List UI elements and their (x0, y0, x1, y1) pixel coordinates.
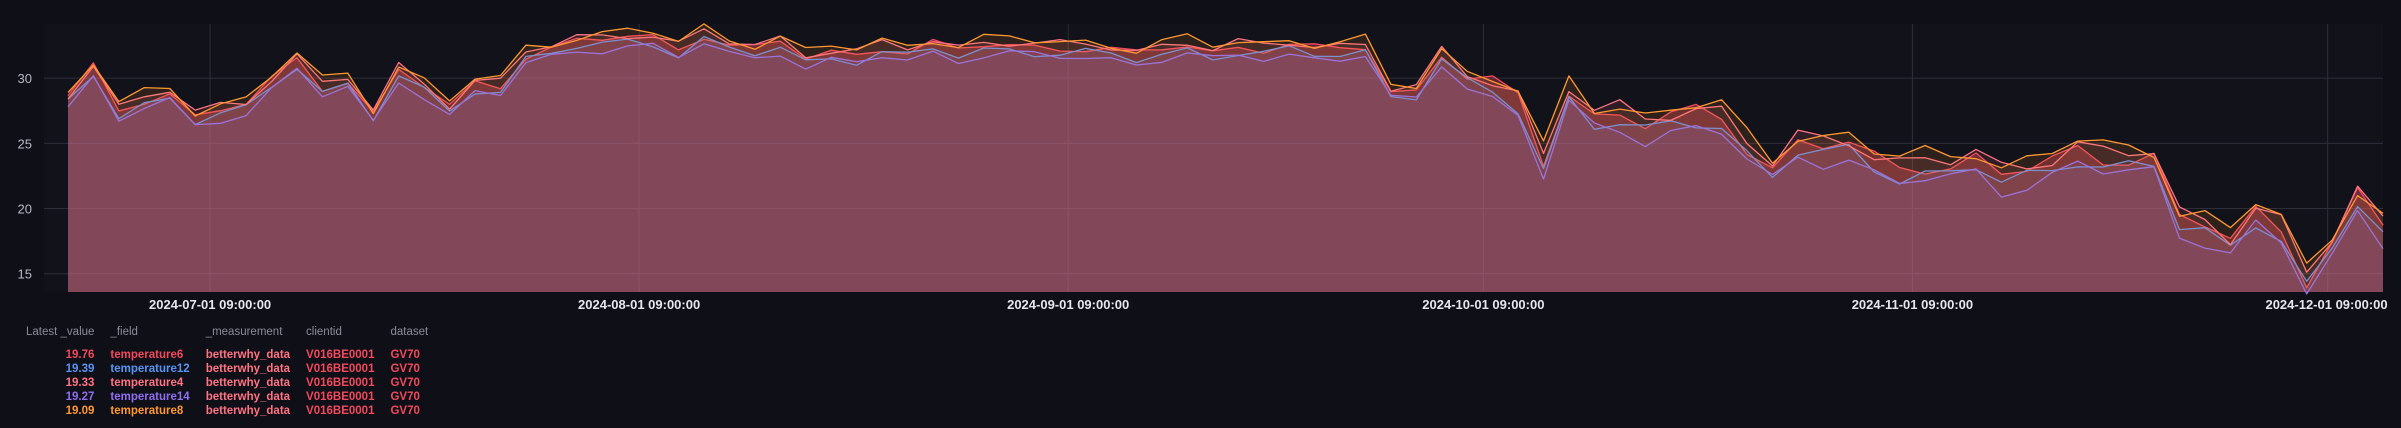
area-chart[interactable]: 15 20 25 30 2024-07-01 09:00:00 2024-08-01 09… (0, 0, 2401, 320)
legend-row[interactable]: 19.27 temperature14 betterwhy_data V016BE00… (26, 390, 444, 404)
legend-dataset: GV70 (390, 404, 420, 417)
x-tick-label: 2024-09-01 09:00:00 (1007, 297, 1129, 312)
legend-measurement: betterwhy_data (205, 404, 291, 417)
legend-header-field[interactable]: _field (110, 326, 138, 338)
x-tick-label: 2024-08-01 09:00:00 (578, 297, 700, 312)
legend-header-row: Latest _value _field _measurement client… (26, 326, 444, 348)
y-tick-label: 15 (18, 267, 32, 282)
legend-row[interactable]: 19.39 temperature12 betterwhy_data V016BE00… (26, 362, 444, 376)
legend-clientid: V016BE0001 (306, 348, 375, 361)
legend-value: 19.39 (65, 362, 95, 375)
series-area-temperature8 (68, 23, 2383, 293)
legend-clientid: V016BE0001 (306, 390, 375, 403)
legend-header-clientid[interactable]: clientid (306, 326, 342, 338)
y-tick-label: 25 (18, 136, 32, 151)
legend-clientid: V016BE0001 (306, 404, 375, 417)
series-area-temperature12 (68, 36, 2383, 292)
legend-dataset: GV70 (390, 390, 420, 403)
x-tick-label: 2024-10-01 09:00:00 (1422, 297, 1544, 312)
legend-dataset: GV70 (390, 362, 420, 375)
legend-measurement: betterwhy_data (205, 390, 291, 403)
legend-row[interactable]: 19.76 temperature6 betterwhy_data V016BE000… (26, 348, 444, 362)
x-tick-label: 2024-07-01 09:00:00 (149, 297, 271, 312)
series-line-temperature12[interactable] (67, 35, 2384, 282)
series-line-temperature6[interactable] (67, 34, 2384, 289)
legend-measurement: betterwhy_data (205, 348, 291, 361)
legend-body: 19.76 temperature6 betterwhy_data V016BE000… (26, 348, 444, 418)
y-tick-label: 20 (18, 202, 32, 217)
series-area-temperature6 (68, 34, 2383, 292)
series-line-temperature14[interactable] (67, 42, 2384, 295)
legend-header-measurement[interactable]: _measurement (205, 326, 283, 338)
legend-field: temperature6 (110, 348, 184, 361)
legend-value: 19.33 (65, 376, 95, 389)
legend-dataset: GV70 (390, 376, 420, 389)
legend-field: temperature12 (110, 362, 190, 375)
x-tick-label: 2024-12-01 09:00:00 (2265, 297, 2387, 312)
legend-value: 19.76 (65, 348, 95, 361)
legend-measurement: betterwhy_data (205, 362, 291, 375)
legend-dataset: GV70 (390, 348, 420, 361)
legend-value: 19.09 (65, 404, 95, 417)
y-tick-label: 30 (18, 71, 32, 86)
series-area-temperature14 (68, 43, 2383, 294)
legend-clientid: V016BE0001 (306, 376, 375, 389)
x-tick-label: 2024-11-01 09:00:00 (1852, 297, 1973, 312)
legend-table: Latest _value _field _measurement client… (26, 326, 444, 418)
legend-field: temperature4 (110, 376, 184, 389)
legend-header-value[interactable]: Latest _value (26, 326, 95, 338)
legend-header-dataset[interactable]: dataset (390, 326, 429, 338)
legend-row[interactable]: 19.09 temperature8 betterwhy_data V016BE000… (26, 404, 444, 418)
legend-field: temperature8 (110, 404, 184, 417)
legend-row[interactable]: 19.33 temperature4 betterwhy_data V016BE000… (26, 376, 444, 390)
series-line-temperature8[interactable] (67, 23, 2384, 264)
legend-clientid: V016BE0001 (306, 362, 375, 375)
legend-field: temperature14 (110, 390, 190, 403)
legend-value: 19.27 (65, 390, 95, 403)
chart-panel: 15 20 25 30 2024-07-01 09:00:00 2024-08-01 09… (0, 0, 2401, 320)
legend-measurement: betterwhy_data (205, 376, 291, 389)
series-area-temperature4 (68, 28, 2383, 293)
